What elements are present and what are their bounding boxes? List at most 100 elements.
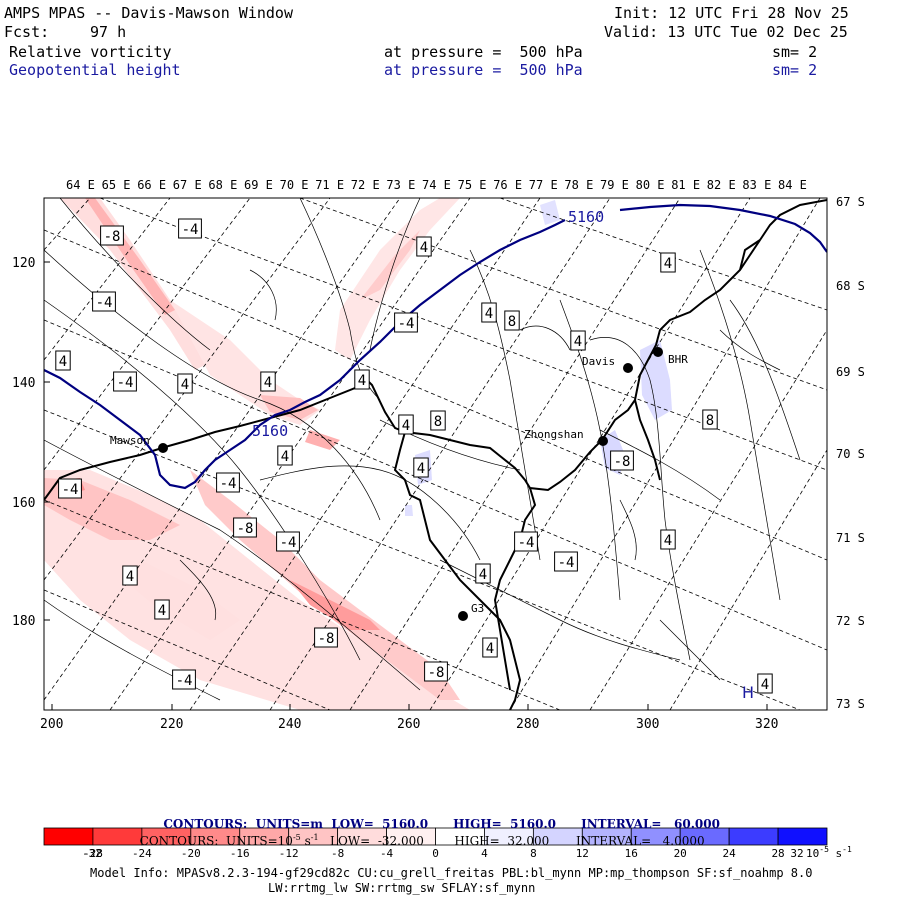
- vorticity-contour-label: -8: [104, 229, 121, 245]
- field2-smoothing: sm= 2: [772, 61, 818, 79]
- vorticity-contour-label: -4: [518, 535, 535, 551]
- field1-smoothing: sm= 2: [772, 43, 818, 61]
- colorbar-tick-label: -12: [279, 847, 299, 860]
- longitude-label: 73 E: [386, 178, 415, 192]
- vorticity-label-box: [394, 312, 418, 333]
- station-markers: [158, 347, 663, 621]
- longitude-labels: 64 E 65 E 66 E 67 E 68 E 69 E 70 E 71 E 72 E 73 E…: [66, 178, 807, 192]
- vorticity-label-box: [757, 673, 773, 694]
- x-tick-label: 280: [516, 717, 539, 732]
- vorticity-contour-label: -4: [117, 375, 134, 391]
- coastline: [44, 199, 827, 710]
- vorticity-label-box: [702, 409, 718, 430]
- y-tick-label: 160: [12, 496, 35, 511]
- vorticity-shading: [44, 198, 470, 710]
- latitude-label: 69 S: [836, 365, 865, 379]
- vorticity-label-box: [216, 472, 240, 493]
- latitude-label: 73 S: [836, 697, 865, 711]
- longitude-label: 75 E: [458, 178, 487, 192]
- height-contour-label: 5160: [252, 422, 288, 440]
- colorbar-tick-labels: -32-28 -24 -20 -16 -12 -8 -4 0 4 8 12 16 20 24 28 32: [82, 847, 804, 860]
- field2-pressure: at pressure = 500 hPa: [384, 61, 583, 79]
- field2-name: Geopotential height: [9, 61, 181, 79]
- colorbar-tick-label: -16: [230, 847, 250, 860]
- station-marker-zhongshan: [598, 436, 608, 446]
- vorticity-label-box: [482, 637, 498, 658]
- y-tick-label: 180: [12, 614, 35, 629]
- vorticity-contour-label: 4: [181, 377, 189, 393]
- x-axis-tick-labels: 200 220 240 260 280 300 320: [40, 717, 778, 732]
- longitude-label: 69 E: [244, 178, 273, 192]
- longitude-label: 82 E: [707, 178, 736, 192]
- vorticity-contours: [44, 198, 801, 701]
- latitude-label: 67 S: [836, 195, 865, 209]
- vorticity-contour-label: -4: [96, 295, 113, 311]
- vorticity-contour-info: CONTOURS: UNITS=10-5 s-1 LOW= -32.000 HI…: [139, 833, 705, 848]
- vorticity-label-box: [475, 563, 491, 584]
- height-contour-info: CONTOURS: UNITS=m LOW= 5160.0 HIGH= 5160…: [163, 817, 720, 831]
- axis-ticks: [44, 261, 768, 710]
- station-marker-bhr: [653, 347, 663, 357]
- vorticity-contour-label: 4: [664, 256, 672, 272]
- latitude-label: 72 S: [836, 614, 865, 628]
- longitude-label: 67 E: [173, 178, 202, 192]
- model-info-physics: LW:rrtmg_lw SW:rrtmg_sw SFLAY:sf_mynn: [268, 881, 536, 895]
- vorticity-contour-label: -4: [176, 673, 193, 689]
- vorticity-label-box: [481, 302, 497, 323]
- vorticity-label-box: [416, 236, 432, 257]
- field1-pressure: at pressure = 500 hPa: [384, 43, 583, 61]
- colorbar-tick-label: -24: [132, 847, 152, 860]
- colorbar-tick-label: -32: [82, 847, 102, 860]
- vorticity-contour-labels: -8 -44-44-44 844-4 4 4 484 844 -8-4 -4-8-4 -4-444…: [55, 218, 773, 694]
- vorticity-contour-label: 4: [59, 354, 67, 370]
- vorticity-contour-label: -4: [398, 316, 415, 332]
- y-tick-label: 120: [12, 256, 35, 271]
- vorticity-label-box: [55, 350, 71, 371]
- longitude-label: 80 E: [636, 178, 665, 192]
- vorticity-contour-label: 4: [761, 677, 769, 693]
- vorticity-label-box: [100, 225, 124, 246]
- longitude-label: 78 E: [564, 178, 593, 192]
- vorticity-label-box: [276, 531, 300, 552]
- vorticity-contour-label: 4: [485, 306, 493, 322]
- plot-frame: [43, 197, 828, 711]
- colorbar: [43, 827, 828, 846]
- x-tick-label: 240: [278, 717, 301, 732]
- vorticity-label-box: [233, 517, 257, 538]
- station-labels: Mawson Davis BHR Zhongshan G3: [110, 353, 688, 615]
- station-marker-davis: [623, 363, 633, 373]
- colorbar-tick-label: 24: [723, 847, 737, 860]
- longitude-label: 83 E: [742, 178, 771, 192]
- colorbar-tick-label: -4: [380, 847, 394, 860]
- vorticity-contour-label: 4: [358, 373, 366, 389]
- vorticity-contour-label: -8: [614, 454, 631, 470]
- init-time: Init: 12 UTC Fri 28 Nov 25: [614, 4, 849, 22]
- y-axis-tick-labels: 120 140 160 180: [12, 256, 35, 629]
- vorticity-contour-label: -4: [280, 535, 297, 551]
- vorticity-contour-label: -4: [62, 482, 79, 498]
- vorticity-contour-label: 4: [281, 449, 289, 465]
- vorticity-contour-label: 4: [264, 375, 272, 391]
- station-label: BHR: [668, 353, 688, 366]
- vorticity-contour-label: -8: [428, 665, 445, 681]
- y-tick-label: 140: [12, 376, 35, 391]
- colorbar-tick-label: 16: [625, 847, 638, 860]
- valid-time: Valid: 13 UTC Tue 02 Dec 25: [604, 23, 848, 41]
- latitude-label: 68 S: [836, 279, 865, 293]
- vorticity-label-box: [154, 599, 170, 620]
- model-info: Model Info: MPASv8.2.3-194-gf29cd82c CU:…: [90, 866, 813, 880]
- vorticity-contour-label: 4: [126, 569, 134, 585]
- longitude-label: 65 E: [102, 178, 131, 192]
- colorbar-tick-label: 12: [576, 847, 589, 860]
- vorticity-label-box: [504, 310, 520, 331]
- station-label: Davis: [582, 355, 615, 368]
- vorticity-contour-label: 4: [486, 641, 494, 657]
- vorticity-label-box: [122, 565, 138, 586]
- vorticity-label-box: [172, 669, 196, 690]
- vorticity-label-box: [660, 252, 676, 273]
- vorticity-contour-label: -8: [318, 631, 335, 647]
- vorticity-label-box: [424, 661, 448, 682]
- vorticity-contour-label: 4: [402, 418, 410, 434]
- vorticity-label-box: [177, 373, 193, 394]
- station-label: Zhongshan: [524, 428, 584, 441]
